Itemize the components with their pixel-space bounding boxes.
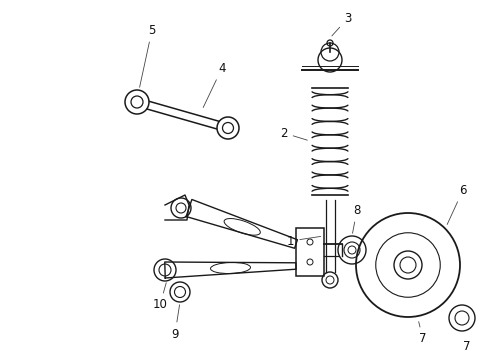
Text: 2: 2 [280, 126, 307, 140]
Text: 10: 10 [152, 283, 168, 311]
Text: 3: 3 [332, 12, 352, 36]
Bar [296, 228, 324, 276]
Text: 6: 6 [447, 184, 467, 225]
Polygon shape [165, 195, 189, 220]
Text: 7: 7 [463, 339, 471, 352]
Polygon shape [186, 199, 297, 248]
Polygon shape [165, 262, 296, 278]
Text: 8: 8 [352, 203, 361, 233]
Text: 1: 1 [287, 234, 321, 248]
Text: 9: 9 [171, 305, 179, 341]
Text: 5: 5 [140, 23, 156, 87]
Text: 4: 4 [203, 62, 226, 108]
Text: 7: 7 [418, 322, 427, 346]
